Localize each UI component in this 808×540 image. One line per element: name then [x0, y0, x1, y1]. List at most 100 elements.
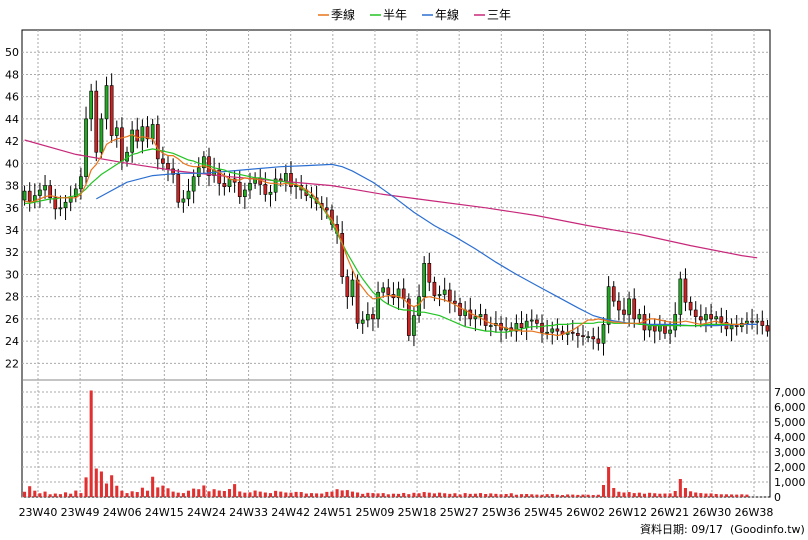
volume-bar — [386, 494, 390, 497]
candle-body — [734, 325, 739, 327]
candle-body — [360, 319, 365, 324]
volume-bar — [673, 491, 677, 497]
candle-body — [550, 328, 555, 333]
volume-bar — [238, 491, 242, 497]
volume-bar — [192, 488, 196, 497]
candle-body — [161, 158, 165, 164]
candle-body — [683, 278, 688, 303]
candle-body — [668, 329, 672, 334]
volume-bar — [514, 494, 518, 497]
volume-bar — [345, 490, 349, 497]
volume-bar — [391, 493, 395, 497]
volume-bar — [161, 485, 165, 497]
volume-bar — [612, 488, 616, 497]
volume-bar — [709, 493, 713, 497]
candle-body — [596, 338, 601, 344]
volume-bar — [84, 477, 88, 497]
volume-bar — [412, 492, 416, 497]
volume-bar — [499, 494, 503, 497]
volume-bar — [130, 491, 134, 497]
volume-bar — [28, 486, 32, 497]
volume-bar — [540, 494, 544, 497]
candle-body — [719, 316, 724, 323]
volume-bar — [668, 493, 672, 497]
candle-body — [27, 190, 32, 202]
price-grid — [21, 29, 771, 498]
volume-bar — [658, 493, 662, 497]
candle-body — [324, 207, 329, 211]
candle-body — [176, 174, 181, 203]
volume-bar — [279, 491, 283, 497]
volume-bar — [145, 490, 150, 497]
x-tick-label: 24W33 — [229, 506, 268, 519]
volume-bar — [48, 494, 52, 497]
candle-body — [79, 176, 83, 190]
volume-bar — [694, 492, 698, 497]
price-tick-label: 36 — [5, 202, 19, 215]
volume-bar — [519, 494, 524, 497]
x-tick-label: 26W30 — [692, 506, 731, 519]
candle-body — [422, 263, 427, 297]
volume-bar — [33, 490, 37, 497]
volume-bar — [535, 494, 539, 497]
candle-body — [345, 276, 350, 297]
legend-label-1: 半年 — [383, 8, 407, 22]
candle-body — [196, 167, 201, 177]
candle-body — [289, 173, 293, 187]
candle-body — [468, 309, 473, 320]
volume-bar — [407, 494, 411, 497]
volume-bar — [591, 495, 595, 497]
candle-body — [591, 336, 596, 340]
volume-bar — [607, 467, 611, 497]
volume-bar — [217, 490, 221, 497]
volume-bar — [186, 490, 191, 497]
candle-body — [396, 288, 401, 299]
candle-body — [652, 325, 657, 332]
candle-body — [376, 291, 380, 320]
volume-bar — [545, 494, 549, 497]
x-tick-label: 23W49 — [61, 506, 100, 519]
volume-bar — [530, 494, 534, 497]
candle-body — [217, 169, 222, 184]
candle-body — [601, 324, 606, 344]
volume-bar — [478, 493, 483, 497]
volume-bar — [38, 493, 42, 497]
price-tick-label: 32 — [5, 246, 19, 259]
candle-body — [514, 323, 519, 332]
candle-body — [22, 190, 27, 201]
candle-body — [89, 90, 94, 120]
candle-body — [540, 323, 544, 333]
volume-bar — [94, 468, 98, 497]
volume-tick-label: 3,000 — [774, 446, 806, 459]
volume-bar — [253, 490, 257, 497]
volume-bar — [135, 492, 139, 497]
volume-bar — [268, 493, 273, 497]
volume-bar — [299, 492, 303, 497]
candle-body — [84, 118, 88, 177]
plot-frame — [21, 29, 771, 498]
volume-bar — [274, 490, 278, 497]
volume-bar — [576, 494, 580, 497]
candle-body — [222, 183, 227, 187]
candle-body — [750, 320, 754, 323]
candle-body — [488, 325, 493, 327]
volume-bar — [320, 493, 324, 497]
volume-bar — [566, 494, 570, 497]
volume-bar — [381, 493, 385, 497]
volume-bar — [243, 492, 247, 497]
x-tick-label: 26W12 — [608, 506, 647, 519]
volume-bar — [376, 493, 380, 497]
volume-bar — [176, 492, 180, 497]
candle-body — [524, 320, 529, 329]
volume-bar — [484, 494, 488, 497]
volume-bar — [678, 479, 682, 497]
volume-bar — [642, 493, 647, 497]
candle-body — [678, 278, 683, 315]
volume-bar — [207, 491, 211, 497]
volume-bar — [427, 492, 431, 497]
volume-bar — [222, 491, 226, 497]
price-tick-label: 28 — [5, 291, 19, 304]
candle-body — [570, 331, 575, 334]
candle-body — [181, 198, 186, 203]
volume-bar — [371, 493, 375, 497]
